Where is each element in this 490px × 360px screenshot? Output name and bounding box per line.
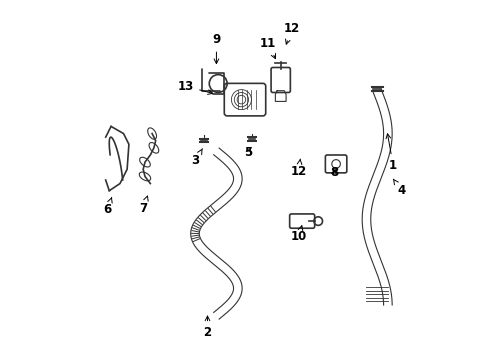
Text: 13: 13 (178, 80, 213, 94)
Text: 10: 10 (291, 226, 307, 243)
Text: 7: 7 (139, 196, 148, 215)
Text: 5: 5 (245, 146, 253, 159)
Text: 12: 12 (283, 22, 299, 44)
Text: 1: 1 (386, 134, 397, 172)
Text: 12: 12 (291, 159, 307, 177)
Text: 6: 6 (103, 197, 112, 216)
Text: 4: 4 (393, 179, 406, 197)
Text: 8: 8 (330, 166, 339, 179)
Text: 9: 9 (212, 33, 220, 64)
Text: 11: 11 (260, 37, 276, 59)
Text: 2: 2 (203, 316, 212, 339)
Text: 3: 3 (192, 149, 202, 167)
